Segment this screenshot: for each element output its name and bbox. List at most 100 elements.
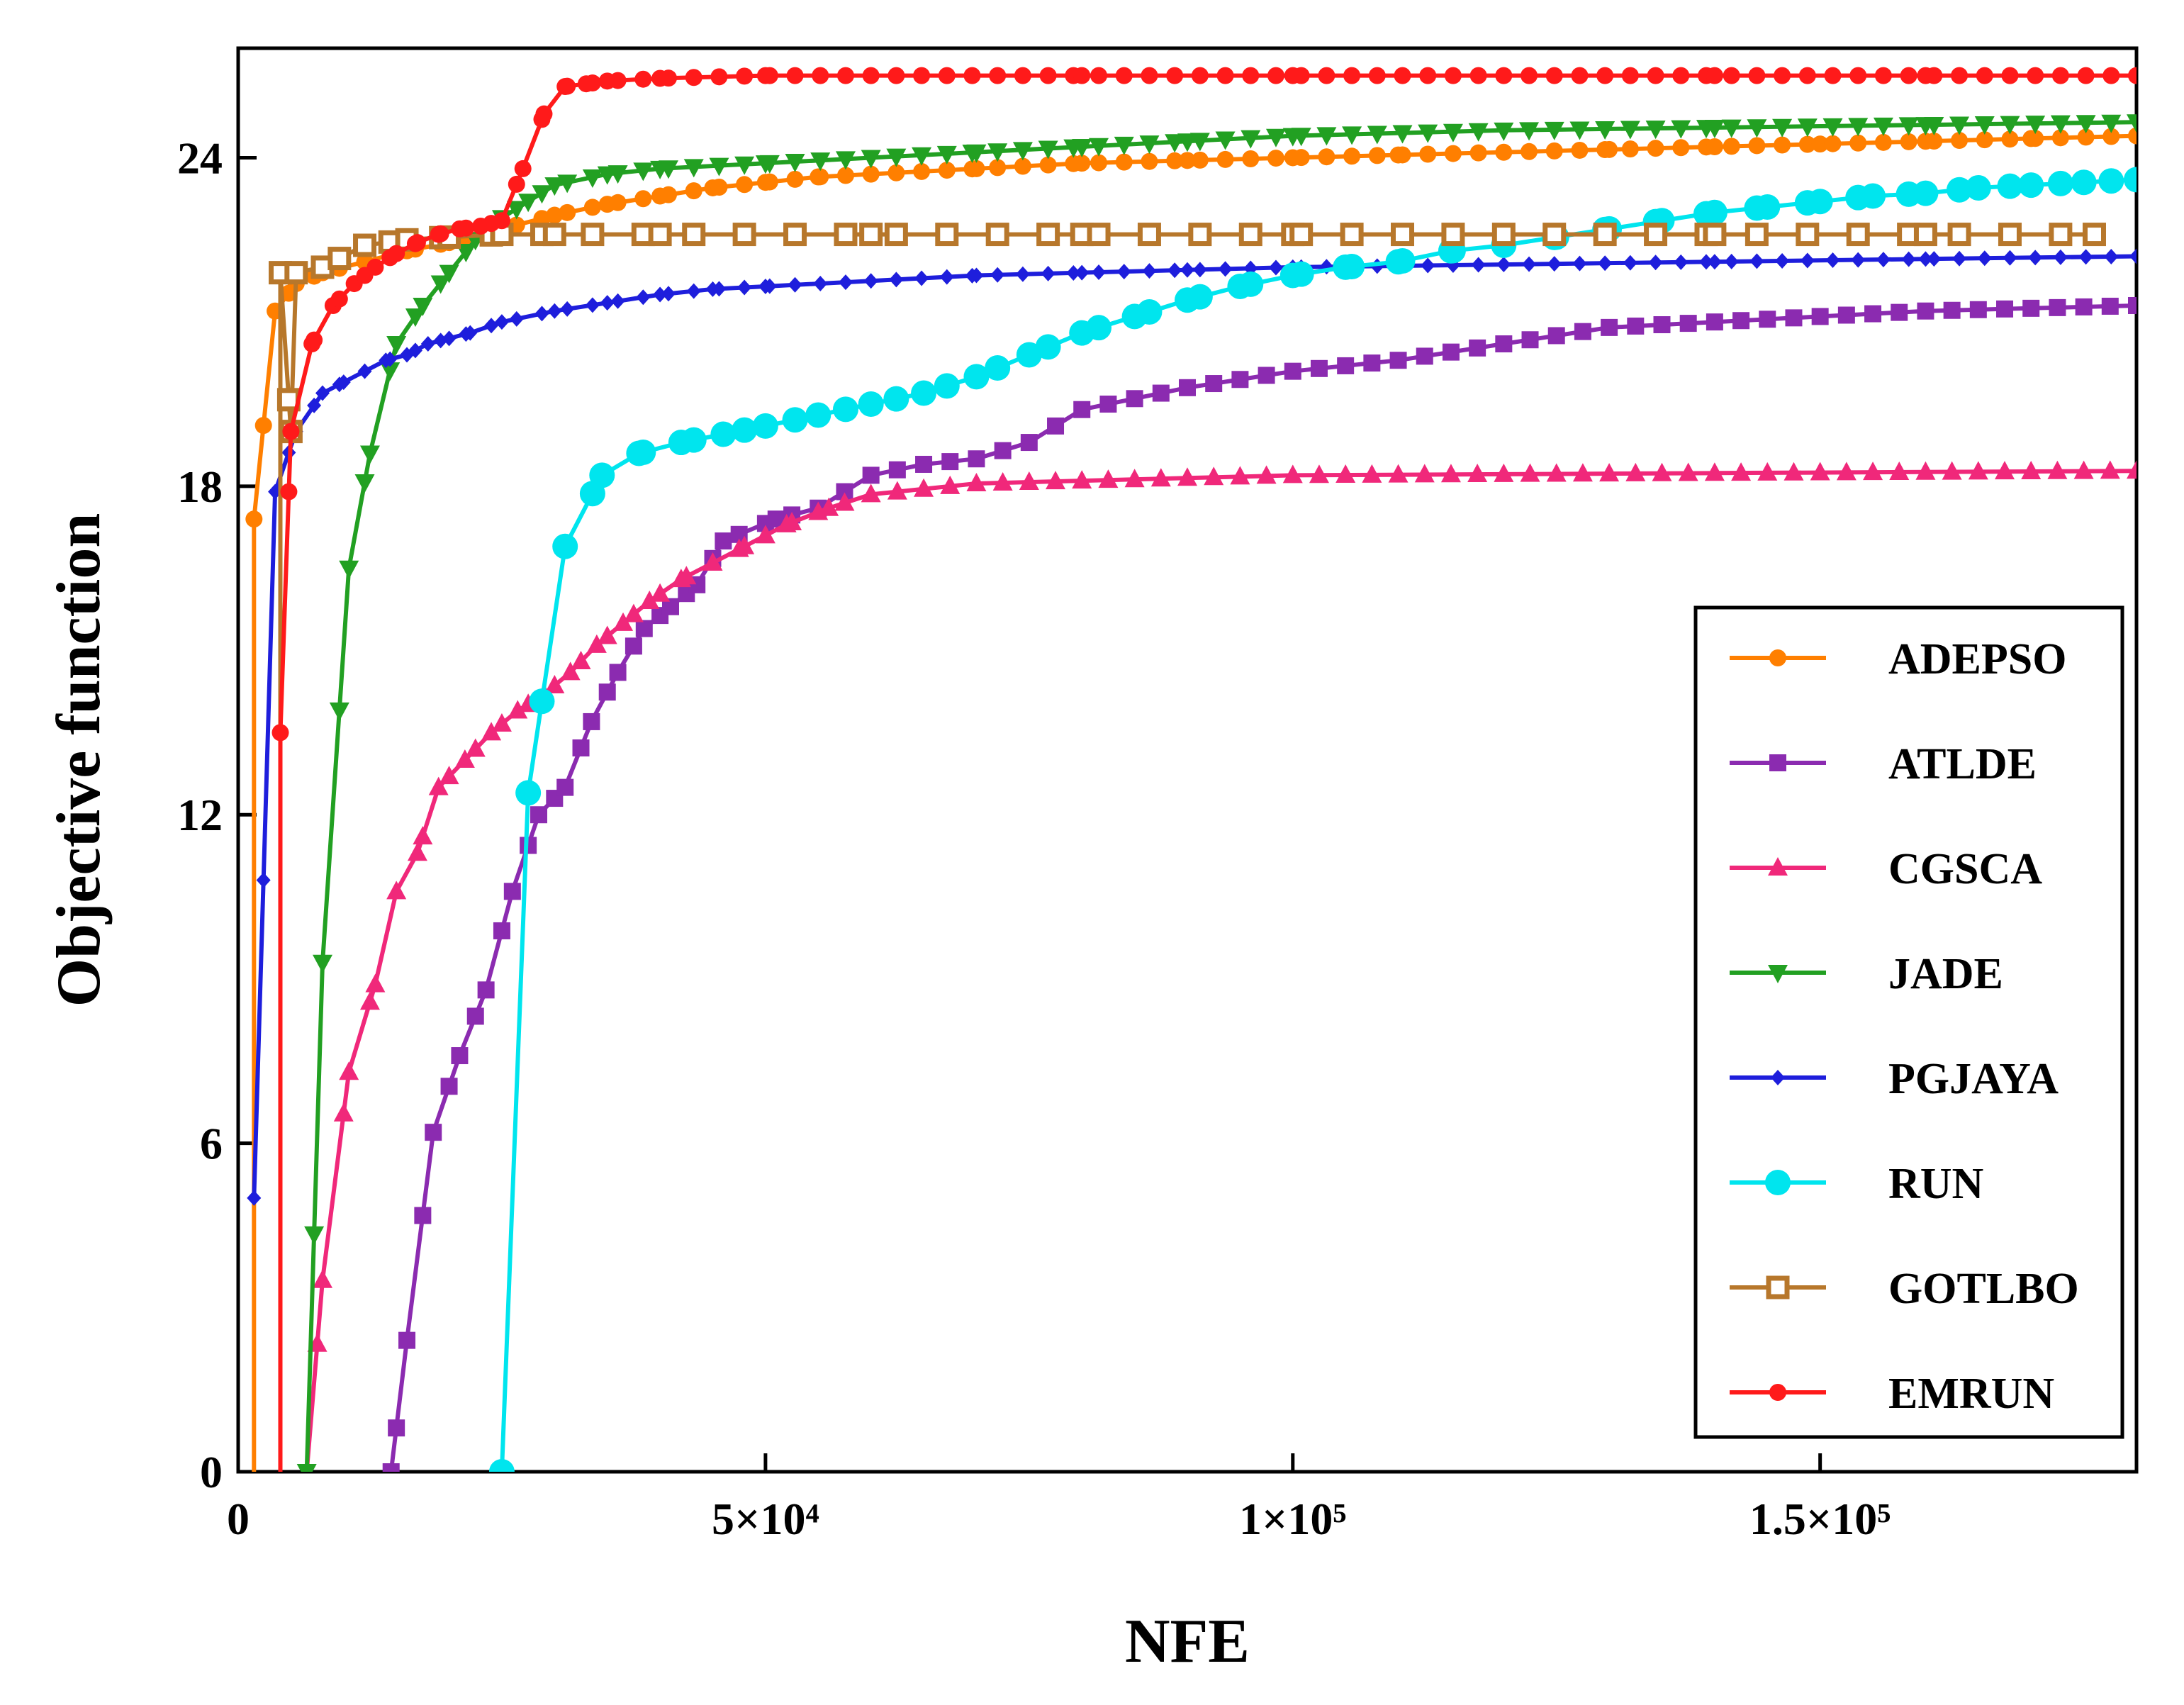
- data-point: [1041, 265, 1055, 281]
- data-point: [1824, 135, 1842, 152]
- data-point: [440, 1078, 458, 1095]
- data-point: [1014, 157, 1031, 175]
- data-point: [2076, 115, 2096, 134]
- data-point: [686, 283, 701, 299]
- data-point: [560, 661, 581, 681]
- data-point: [2022, 299, 2040, 317]
- data-point: [383, 351, 398, 367]
- data-point: [1969, 301, 1987, 318]
- data-point: [1152, 384, 1170, 402]
- data-point: [306, 331, 323, 349]
- data-point: [1073, 67, 1091, 84]
- data-point: [583, 74, 601, 92]
- data-point: [451, 1047, 469, 1065]
- data-point: [887, 67, 905, 84]
- data-point: [1898, 117, 1919, 136]
- data-point: [1521, 67, 1538, 84]
- data-point: [1837, 306, 1855, 324]
- data-point: [1652, 462, 1672, 481]
- data-point: [1491, 223, 1516, 247]
- data-point: [682, 223, 706, 247]
- data-point: [1443, 123, 1463, 142]
- data-point: [1362, 464, 1382, 483]
- data-point: [1073, 401, 1091, 418]
- data-point: [329, 702, 349, 721]
- data-point: [366, 258, 384, 276]
- data-point: [1137, 223, 1161, 247]
- data-point: [1748, 137, 1766, 155]
- data-point: [2124, 167, 2137, 193]
- data-point: [1139, 135, 1160, 155]
- data-point: [990, 267, 1005, 283]
- data-point: [1419, 67, 1437, 84]
- data-point: [1075, 264, 1090, 281]
- data-point: [2098, 168, 2124, 194]
- data-point: [1419, 145, 1437, 163]
- data-point: [1177, 133, 1197, 152]
- data-point: [454, 749, 475, 768]
- data-point: [1192, 262, 1207, 278]
- data-point: [546, 206, 564, 224]
- data-point: [1256, 465, 1277, 484]
- data-point: [914, 270, 929, 286]
- data-point: [1998, 223, 2022, 247]
- data-point: [989, 67, 1007, 84]
- data-point: [762, 278, 777, 294]
- data-point: [583, 199, 601, 216]
- data-point: [544, 674, 565, 693]
- data-point: [518, 194, 539, 213]
- data-point: [1672, 139, 1690, 157]
- data-point: [1098, 469, 1119, 488]
- data-point: [633, 162, 654, 181]
- data-point: [1811, 308, 1829, 325]
- data-point: [609, 194, 627, 211]
- data-point: [493, 212, 510, 230]
- legend-label: GOTLBO: [1888, 1265, 2079, 1313]
- data-point: [1569, 121, 1590, 140]
- data-point: [859, 223, 883, 247]
- data-point: [1469, 339, 1486, 357]
- data-point: [439, 766, 459, 785]
- data-point: [653, 286, 668, 303]
- data-point: [1418, 124, 1438, 143]
- data-point: [2127, 114, 2137, 133]
- data-point: [1572, 255, 1587, 272]
- x-tick-label: 0: [227, 1494, 250, 1544]
- data-point: [1951, 132, 1969, 150]
- data-point: [1092, 264, 1107, 281]
- data-point: [1874, 133, 1892, 151]
- data-point: [1952, 250, 1967, 267]
- data-point: [1124, 469, 1145, 488]
- data-point: [529, 688, 555, 715]
- legend-swatch-marker: [1766, 1275, 1790, 1299]
- data-point: [1115, 67, 1133, 84]
- ticks-layer: 0 5×10⁴ 1×10⁵ 1.5×10⁵ 0 6 12 18 24: [177, 133, 1891, 1544]
- data-point: [709, 157, 729, 177]
- data-point: [1621, 67, 1639, 84]
- data-point: [465, 738, 486, 757]
- data-point: [1343, 147, 1361, 165]
- data-point: [386, 336, 407, 355]
- y-tick-label: 0: [200, 1447, 223, 1497]
- data-point: [245, 510, 263, 528]
- data-point: [915, 455, 933, 473]
- data-point: [388, 245, 405, 262]
- data-point: [1625, 462, 1646, 481]
- data-point: [1951, 67, 1969, 84]
- data-point: [1942, 461, 1962, 480]
- data-point: [1774, 136, 1791, 154]
- data-point: [834, 223, 858, 247]
- data-point: [813, 275, 828, 291]
- data-point: [2128, 127, 2137, 145]
- data-point: [2077, 128, 2095, 146]
- data-point: [582, 169, 603, 188]
- data-point: [1142, 263, 1157, 279]
- data-point: [2050, 115, 2071, 134]
- data-point: [1997, 173, 2023, 199]
- data-point: [598, 683, 616, 701]
- data-point: [969, 267, 984, 284]
- data-point: [661, 286, 676, 302]
- data-point: [1394, 67, 1411, 84]
- data-point: [712, 281, 727, 297]
